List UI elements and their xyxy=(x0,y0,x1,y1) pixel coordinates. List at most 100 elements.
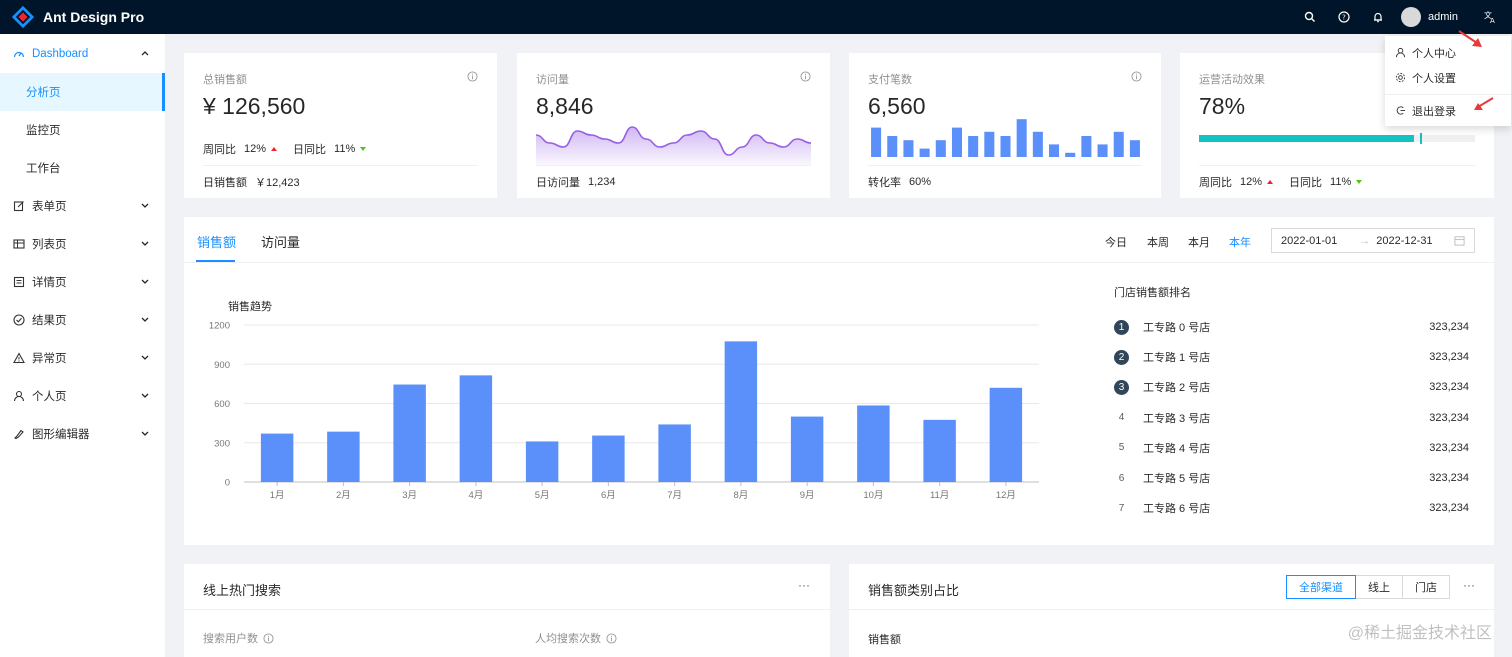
segment-store[interactable]: 门店 xyxy=(1402,575,1450,599)
mini-bar xyxy=(951,127,962,157)
sidebar-item-monitor[interactable]: 监控页 xyxy=(26,125,61,137)
bell-icon[interactable] xyxy=(1361,0,1395,34)
sidebar-item-exception[interactable]: 异常页 xyxy=(0,339,165,377)
bar[interactable] xyxy=(327,431,360,482)
menu-item-logout[interactable]: 退出登录 xyxy=(1385,98,1511,123)
bar[interactable] xyxy=(260,433,294,482)
tab-visits[interactable]: 访问量 xyxy=(261,235,301,250)
sidebar-item-label: 个人页 xyxy=(32,391,67,403)
sidebar-item-label: 详情页 xyxy=(32,277,67,289)
category-card: 销售额类别占比 全部渠道 线上 门店 ··· 销售额 xyxy=(849,564,1494,657)
store-name: 工专路 6 号店 xyxy=(1143,503,1211,516)
tab-sales[interactable]: 销售额 xyxy=(197,235,237,250)
area-fill xyxy=(536,127,811,165)
ranking-row: 7 工专路 6 号店 323,234 xyxy=(1114,498,1469,518)
rank-badge: 7 xyxy=(1114,500,1129,516)
bar[interactable] xyxy=(724,341,758,482)
stat-card-payments: 支付笔数 6,560 转化率 60% xyxy=(849,53,1161,198)
stat-title: 总销售额 xyxy=(203,74,247,86)
divider xyxy=(849,609,1494,610)
sidebar-item-editor[interactable]: 图形编辑器 xyxy=(0,415,165,453)
menu-item-label: 个人设置 xyxy=(1412,72,1456,85)
sidebar-item-result[interactable]: 结果页 xyxy=(0,301,165,339)
ranking-row: 5 工专路 4 号店 323,234 xyxy=(1114,438,1469,458)
stat-footer: 日访问量 1,234 xyxy=(536,165,811,198)
stat-value: ¥ 126,560 xyxy=(203,93,306,119)
ranking-row: 2 工专路 1 号店 323,234 xyxy=(1114,347,1469,367)
chevron-up-icon xyxy=(141,51,149,56)
range-year[interactable]: 本年 xyxy=(1229,237,1251,249)
info-icon[interactable] xyxy=(606,632,617,644)
bar[interactable] xyxy=(393,384,426,482)
x-tick-label: 10月 xyxy=(863,490,883,501)
more-icon[interactable]: ··· xyxy=(1463,578,1475,592)
info-icon[interactable] xyxy=(467,71,478,82)
info-icon[interactable] xyxy=(800,71,811,82)
day-trend: 日同比 11% xyxy=(1289,174,1363,190)
tab-ink-bar xyxy=(196,260,235,262)
label-text: 搜索用户数 xyxy=(203,633,258,645)
sales-bar-chart: 0 300 600 900 1200 1月 2月 3月 4月 5月 6月 7月 8月 9月 10月 11月 12… xyxy=(209,321,1039,501)
store-value: 323,234 xyxy=(1429,441,1469,454)
sidebar-item-account[interactable]: 个人页 xyxy=(0,377,165,415)
user-icon xyxy=(12,389,26,403)
sidebar-item-workplace[interactable]: 工作台 xyxy=(26,163,61,175)
date-end-input[interactable]: 2022-12-31 xyxy=(1376,234,1433,247)
date-range-picker[interactable]: 2022-01-01 → 2022-12-31 xyxy=(1271,228,1475,253)
bar[interactable] xyxy=(923,419,956,482)
bar[interactable] xyxy=(658,424,691,482)
sidebar-item-dashboard[interactable]: Dashboard xyxy=(0,35,165,73)
setting-icon xyxy=(1395,72,1406,83)
sidebar-item-label: 表单页 xyxy=(32,201,67,213)
x-tick-label: 9月 xyxy=(800,490,815,501)
sidebar-item-profile[interactable]: 详情页 xyxy=(0,263,165,301)
mini-bar xyxy=(984,131,995,157)
chevron-down-icon xyxy=(141,355,149,360)
date-start-input[interactable]: 2022-01-01 xyxy=(1281,234,1338,247)
bar[interactable] xyxy=(592,435,625,482)
profile-icon xyxy=(12,275,26,289)
chevron-down-icon xyxy=(141,203,149,208)
dashboard-icon xyxy=(12,47,26,61)
card-title: 销售额类别占比 xyxy=(868,583,960,598)
week-trend: 周同比 12% xyxy=(1199,174,1274,190)
more-icon[interactable]: ··· xyxy=(798,578,810,592)
sidebar-item-form[interactable]: 表单页 xyxy=(0,187,165,225)
range-week[interactable]: 本周 xyxy=(1147,237,1169,249)
question-icon[interactable]: ? xyxy=(1327,0,1361,34)
mini-bar xyxy=(1000,136,1011,157)
range-today[interactable]: 今日 xyxy=(1105,237,1127,249)
mini-bar xyxy=(1081,136,1092,157)
menu-item-center[interactable]: 个人中心 xyxy=(1385,40,1511,65)
chevron-down-icon xyxy=(141,431,149,436)
trend-value: 12% xyxy=(244,143,267,155)
range-month[interactable]: 本月 xyxy=(1188,237,1210,249)
bar[interactable] xyxy=(790,416,824,482)
segment-online[interactable]: 线上 xyxy=(1355,575,1403,599)
info-icon[interactable] xyxy=(1131,71,1142,82)
stat-card-visits: 访问量 8,846 日访问量 1,234 xyxy=(517,53,830,198)
menu-item-settings[interactable]: 个人设置 xyxy=(1385,65,1511,90)
logo[interactable]: Ant Design Pro xyxy=(0,6,180,28)
mini-bar xyxy=(1016,119,1027,157)
bar[interactable] xyxy=(459,375,493,482)
day-trend: 日同比 11% xyxy=(293,141,367,157)
segment-all[interactable]: 全部渠道 xyxy=(1286,575,1356,599)
calendar-icon xyxy=(1454,236,1465,246)
sales-card: 销售额 访问量 今日 本周 本月 本年 2022-01-01 → 2022-12… xyxy=(184,217,1494,545)
mini-bar xyxy=(968,136,979,157)
info-icon[interactable] xyxy=(263,632,274,644)
channel-segmented: 全部渠道 线上 门店 xyxy=(1286,575,1450,599)
bar[interactable] xyxy=(989,387,1023,482)
search-icon[interactable] xyxy=(1293,0,1327,34)
bar[interactable] xyxy=(525,441,559,482)
sidebar-item-list[interactable]: 列表页 xyxy=(0,225,165,263)
y-tick-label: 900 xyxy=(214,360,230,371)
sidebar-item-label: 结果页 xyxy=(32,315,67,327)
user-menu[interactable]: admin xyxy=(1395,0,1468,34)
bar[interactable] xyxy=(857,405,890,482)
sidebar-item-analysis[interactable]: 分析页 xyxy=(0,73,165,111)
user-dropdown: 个人中心 个人设置 退出登录 xyxy=(1385,36,1511,126)
divider xyxy=(184,609,830,610)
